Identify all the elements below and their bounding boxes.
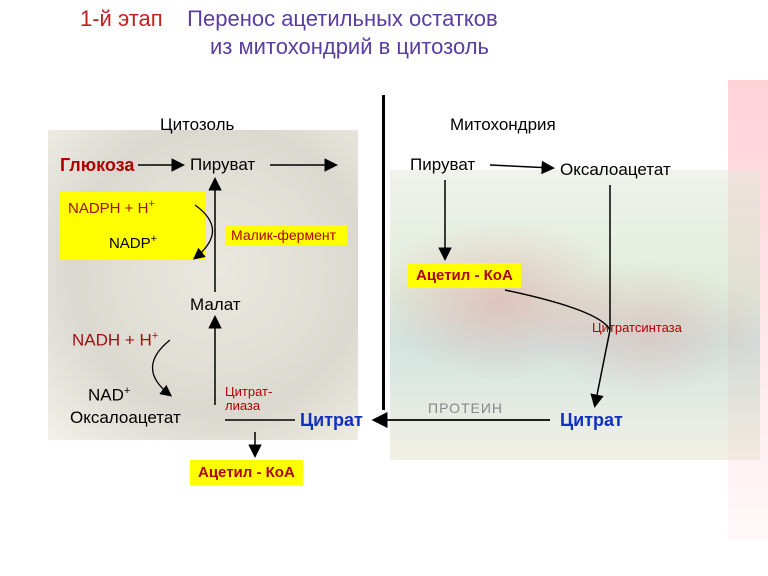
nad-label: NAD+ [88,385,130,406]
oxalo-left-label: Оксалоацетат [70,408,181,428]
nadh-label: NADH + H+ [72,330,158,351]
citrate-right-label: Цитрат [560,410,623,431]
decor-right [728,80,768,540]
mito-header: Митохондрия [450,115,556,135]
acetyl-left-box: Ацетил - КоА [190,460,303,485]
membrane-divider [382,95,385,410]
cytosol-header: Цитозоль [160,115,234,135]
nadph-box: NADPH + H+ NADP+ [60,192,206,260]
stage-label: 1-й этап [80,6,163,31]
malate-label: Малат [190,295,241,315]
pyruvate-right-label: Пируват [410,155,475,175]
malic-enzyme-box: Малик-фермент [225,225,347,245]
citrate-lyase-label: Цитрат- лиаза [225,385,272,414]
acetyl-right-box: Ацетил - КоА [408,263,521,288]
nadph-line: NADPH + H+ [68,196,198,221]
title-text-1: Перенос ацетильных остатков [187,6,498,31]
protein-bg-label: ПРОТЕИН [428,400,503,416]
glucose-label: Глюкоза [60,155,134,176]
citrate-left-label: Цитрат [300,410,363,431]
citrate-synthase-label: Цитратсинтаза [592,320,682,335]
pyruvate-left-label: Пируват [190,155,255,175]
nadp-line: NADP+ [68,231,198,256]
oxalo-right-label: Оксалоацетат [560,160,671,180]
slide-title-line2: из митохондрий в цитозоль [210,34,489,60]
slide-title-line1: 1-й этап Перенос ацетильных остатков [80,6,498,32]
